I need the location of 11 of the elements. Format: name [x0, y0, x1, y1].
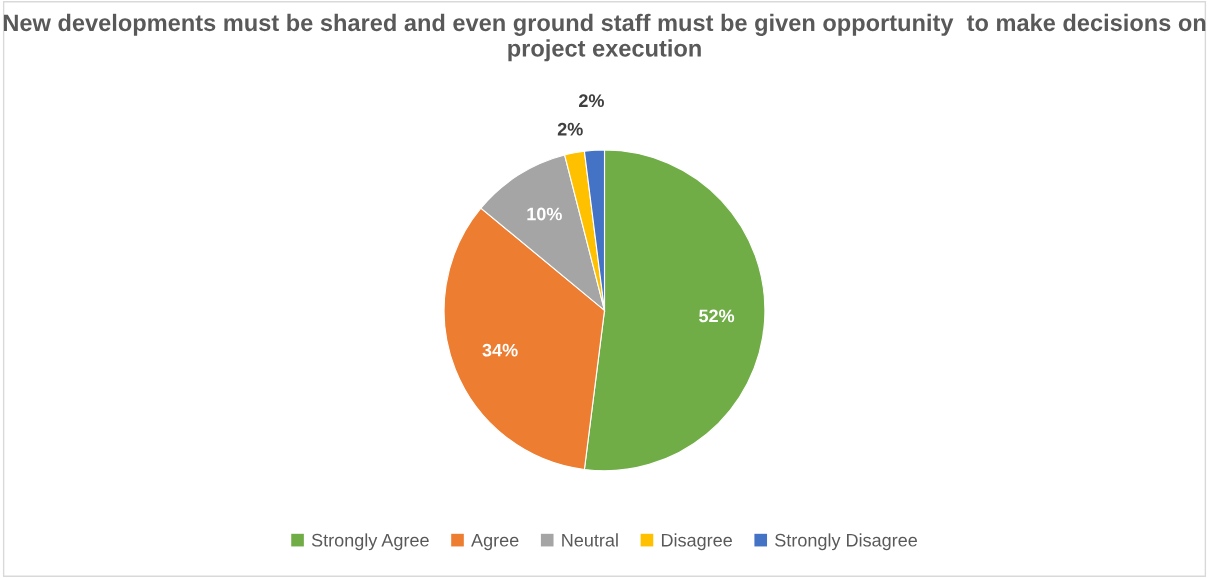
data-label: 2% — [578, 94, 604, 108]
data-label: 10% — [527, 207, 562, 221]
legend-label: Strongly Disagree — [775, 533, 917, 551]
chart-title: New developments must be shared and even ground staff must be given opportunity to make decisions on project execution — [3, 13, 1206, 62]
legend-label: Agree — [471, 534, 519, 551]
data-label: 2% — [557, 122, 583, 136]
legend-label: Neutral — [562, 533, 618, 547]
legend-label: Disagree — [661, 533, 732, 551]
legend-label: Strongly Agree — [311, 533, 429, 551]
data-label: 52% — [699, 309, 735, 323]
data-label: 34% — [482, 343, 518, 357]
